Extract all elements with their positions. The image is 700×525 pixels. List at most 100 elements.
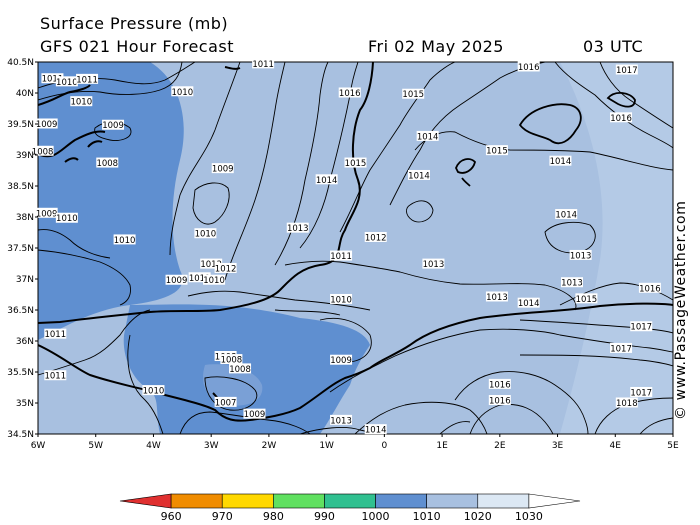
isobar-label: 1010 [195,230,217,240]
isobar-label-bg [555,209,578,220]
lon-label: 1E [436,441,448,451]
isobar-label-bg [44,328,67,339]
isobar-label-bg [488,378,511,389]
isobar-label: 1013 [570,251,592,261]
isobar-label-bg [211,163,234,174]
isobar-label-bg [286,222,309,233]
isobar-label: 1016 [639,284,661,294]
isobar-label-bg [194,228,217,239]
colorbar-segment [426,493,479,509]
isobar-label-bg [44,370,67,381]
colorbar-tick-label: 1010 [413,510,441,523]
isobar-label-bg [142,385,165,396]
latitude-labels: 40.5N 40N 39.5N 39N 38.5N 38N 37.5N 37N 36.5N 36N… [7,58,38,440]
isobar-label: 1010 [70,98,92,108]
isobar-label-bg [402,88,425,99]
isobar-label-bg [517,61,540,72]
isobar-label: 1008 [32,147,54,157]
isobar-label-bg [638,282,661,293]
isobar-label-bg [55,212,78,223]
isobar-label: 1014 [408,171,430,181]
isobar-label-bg [55,76,78,87]
isobar-label: 1008 [96,159,118,169]
colorbar-segment [221,493,274,509]
isobar-label-bg [364,231,387,242]
isobar-label: 1011 [42,75,64,85]
colorbar-tick-label: 1000 [362,510,390,523]
isobar-label: 1017 [616,66,638,76]
isobar-label: 1015 [345,159,367,169]
isobar-label: 1016 [610,114,632,124]
lon-label: 5W [88,441,103,451]
isobar-label: 1012 [215,264,237,274]
pressure-colorbar: 960 970 980 990 1000 1010 1020 1030 [119,493,581,523]
lat-label: 37.5N [7,244,34,254]
colorbar-segment [170,493,223,509]
isobar-label: 1010 [171,88,193,98]
longitude-labels: 6W 5W 4W 3W 2W 1W 0 1E 2E 3E 4E 5E [31,434,679,451]
colorbar-tick-label: 960 [161,510,182,523]
lon-label: 2E [494,441,506,451]
colorbar-tick-label: 990 [314,510,335,523]
isobar-label-bg [76,73,99,84]
isobar-label: 1015 [402,90,424,100]
isobar-label: 1009 [36,209,58,219]
isobar-label: 1009 [244,410,266,420]
pressure-patch-algeria [202,364,263,406]
isobar-label-bg [330,414,353,425]
isobar-label: 1013 [423,260,445,270]
lat-label: 38N [16,213,34,223]
isobar-label-bg [344,157,367,168]
isobar-label: 1014 [518,299,540,309]
lon-label: 4W [146,441,161,451]
isobar-label: 1009 [212,165,234,175]
isobar-label: 1014 [550,157,572,167]
isobar-label: 1009 [166,276,188,286]
isobar-label-bg [214,396,237,407]
isobar-label-bg [315,174,338,185]
lat-label: 39.5N [7,120,34,130]
isobar-label: 1015 [486,147,508,157]
isobar-label: 1014 [316,176,338,186]
isobar-label-bg [41,73,64,84]
isobar-label: 1011 [252,60,274,70]
isobar-label-bg [31,145,54,156]
isobar-label: 1014 [365,426,387,436]
isobar-label-bg [188,272,211,283]
colorbar-segment [477,493,530,509]
isobar-label-bg [243,408,266,419]
isobar-label-bg [338,87,361,98]
colorbar-tick-label: 970 [212,510,233,523]
isobar-label-bg [517,297,540,308]
isobar-label: 1012 [200,260,222,270]
isobar-label: 1010 [114,236,136,246]
lon-label: 5E [667,441,679,451]
isobar-label: 1009 [102,121,124,131]
isobar-label: 1017 [610,344,632,354]
isobar-label-bg [610,342,633,353]
isobar-label-bg [96,157,119,168]
isobar-label: 1017 [630,323,652,333]
isobar-label: 1011 [44,372,66,382]
lat-label: 38.5N [7,182,34,192]
isobar-label-bg [203,274,226,285]
isobar-label: 1013 [486,293,508,303]
isobar-label-bg [485,145,508,156]
isobar-label-bg [549,155,572,166]
isobar-label: 1017 [630,388,652,398]
isobar-label-bg [70,96,93,107]
isobar-label: 1016 [518,63,540,73]
isobar-label-bg [416,130,439,141]
forecast-date: Fri 02 May 2025 [368,37,504,56]
isobar-label: 1013 [561,279,583,289]
isobar-label-bg [35,118,58,129]
isobar-label: 1011 [76,75,98,85]
lon-label: 6W [31,441,46,451]
isobar-label: 1008 [221,356,243,366]
isobar-label: 1014 [417,132,439,142]
isobar-label-bg [630,321,653,332]
isobar-label-bg [615,64,638,75]
balearic-islands [455,92,636,187]
lon-label: 1W [319,441,334,451]
